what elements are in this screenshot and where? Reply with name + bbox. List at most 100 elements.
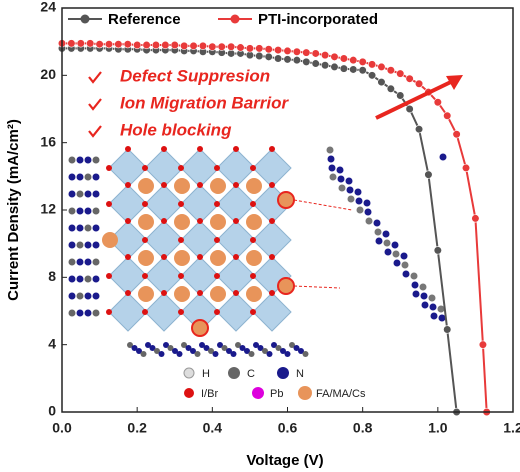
atom [161,182,167,188]
atom [356,206,364,214]
y-tick-label: 20 [40,66,56,82]
annotation: Ion Migration Barrior [120,93,290,112]
data-point [170,40,179,50]
data-point [443,325,452,334]
data-point [349,56,358,65]
data-point [236,43,245,52]
data-point [255,44,264,53]
cation [138,286,154,302]
data-point [433,98,442,107]
atom [329,173,337,181]
atom [373,219,381,227]
cation [246,250,262,266]
atom [233,254,239,260]
data-point [302,48,311,57]
atom [233,290,239,296]
atom [163,342,169,348]
data-point [424,170,433,179]
data-point [123,40,132,49]
data-point [274,54,283,63]
cation [102,232,118,248]
atom [92,173,100,181]
atom [338,184,346,192]
inset-legend: H C N I/Br Pb FA/MA/Cs [183,367,366,400]
data-point [433,246,442,255]
atom [197,146,203,152]
atom [125,254,131,260]
atom [68,275,76,283]
data-point [377,62,386,72]
x-axis-label: Voltage (V) [246,452,323,469]
checkmarks [88,71,102,138]
atom [76,309,84,317]
atom [280,348,286,354]
atom [375,237,383,245]
atom [233,182,239,188]
atom [68,207,76,215]
data-point [264,52,273,61]
atom [68,224,76,232]
atom [84,156,92,164]
data-point [396,69,405,78]
atom [269,218,275,224]
data-point [208,42,217,51]
atom [145,342,151,348]
atom [391,241,399,249]
atom [203,345,210,351]
atom [178,309,184,315]
data-point [76,39,85,48]
atom [411,281,419,289]
data-point [161,40,170,50]
data-point [320,51,330,60]
atom [68,156,76,164]
y-tick-label: 4 [48,335,56,351]
atom [154,348,160,354]
atom [289,342,295,348]
atom [161,146,167,152]
atom [214,237,220,243]
cation [246,214,262,230]
atom [421,301,429,309]
atom [217,342,223,348]
atom [250,237,256,243]
atom [68,292,76,300]
inset-label: N [296,368,304,380]
y-axis-label: Current Density (mA/cm²) [5,119,22,301]
atom [226,348,232,354]
data-point [367,71,377,80]
data-point [330,52,339,61]
atom [161,254,167,260]
atom [92,156,100,164]
atom [185,345,192,351]
atom [328,164,336,172]
atom [214,273,220,279]
y-tick-label: 12 [40,201,56,217]
cation [191,319,209,337]
atom [84,292,92,300]
legend-marker [80,14,90,24]
atom [233,218,239,224]
x-tick-label: 1.2 [503,420,520,436]
atom [269,146,275,152]
data-point [283,46,292,56]
atom [275,345,282,351]
atom [158,351,165,357]
atom [76,156,84,164]
plot [57,39,491,417]
atom [326,146,334,154]
atom [76,173,84,181]
atom [214,165,220,171]
data-point [255,51,264,61]
y-tick-label: 24 [40,0,56,15]
atom [257,345,264,351]
atom [68,241,76,249]
x-tick-label: 0.4 [203,420,223,436]
atom [127,342,133,348]
atom [84,207,92,215]
atom [92,190,100,198]
data-point [414,125,424,134]
atom [253,342,259,348]
atom [76,241,84,249]
cation [138,214,154,230]
